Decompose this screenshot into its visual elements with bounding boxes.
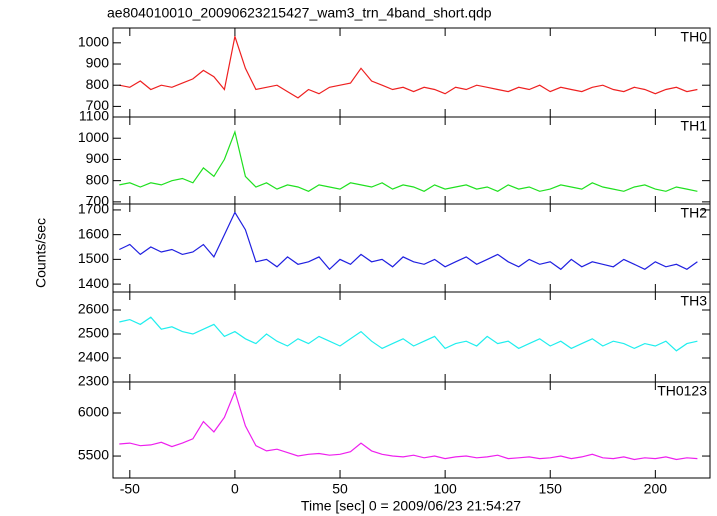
y-tick-label: 1500 <box>78 250 109 266</box>
data-line <box>119 389 698 461</box>
panel-label: TH2 <box>681 205 708 221</box>
y-tick-label: 1000 <box>78 34 109 50</box>
y-tick-label: 700 <box>86 97 110 113</box>
data-line <box>119 34 698 99</box>
panel-label: TH0123 <box>657 383 707 399</box>
panel-label: TH3 <box>681 293 708 309</box>
data-line <box>119 316 698 352</box>
panel-frame <box>112 381 711 479</box>
y-tick-label: 1100 <box>79 108 109 124</box>
y-tick-label: 1600 <box>78 225 109 241</box>
y-tick-label: 2300 <box>78 373 109 389</box>
y-tick-label: 700 <box>86 193 110 209</box>
data-line <box>119 211 698 271</box>
panel-frame <box>112 203 711 293</box>
panel-label: TH0 <box>681 29 708 45</box>
y-tick-label: 900 <box>86 150 110 166</box>
chart-title: ae804010010_20090623215427_wam3_trn_4ban… <box>107 5 492 21</box>
y-tick-label: 800 <box>86 171 110 187</box>
y-tick-label: 5500 <box>78 447 109 463</box>
panel-label: TH1 <box>681 118 708 134</box>
y-tick-label: 1700 <box>78 201 109 217</box>
y-tick-label: 900 <box>86 55 110 71</box>
y-tick-label: 800 <box>86 76 110 92</box>
y-axis-label: Counts/sec <box>33 218 49 288</box>
x-tick-label: 150 <box>539 481 563 497</box>
y-tick-label: 1000 <box>78 129 109 145</box>
x-tick-label: 100 <box>433 481 457 497</box>
y-tick-label: 2400 <box>78 349 109 365</box>
panel-frame <box>112 27 711 118</box>
x-tick-label: -50 <box>120 481 140 497</box>
x-tick-label: 50 <box>332 481 348 497</box>
x-tick-label: 0 <box>231 481 239 497</box>
x-tick-label: 200 <box>644 481 668 497</box>
y-tick-label: 6000 <box>78 404 109 420</box>
y-tick-label: 2600 <box>78 301 109 317</box>
panel-frame <box>112 291 711 383</box>
x-axis-label: Time [sec] 0 = 2009/06/23 21:54:27 <box>301 498 521 514</box>
y-tick-label: 1400 <box>78 275 109 291</box>
y-tick-label: 2500 <box>78 325 109 341</box>
data-line <box>119 129 698 192</box>
